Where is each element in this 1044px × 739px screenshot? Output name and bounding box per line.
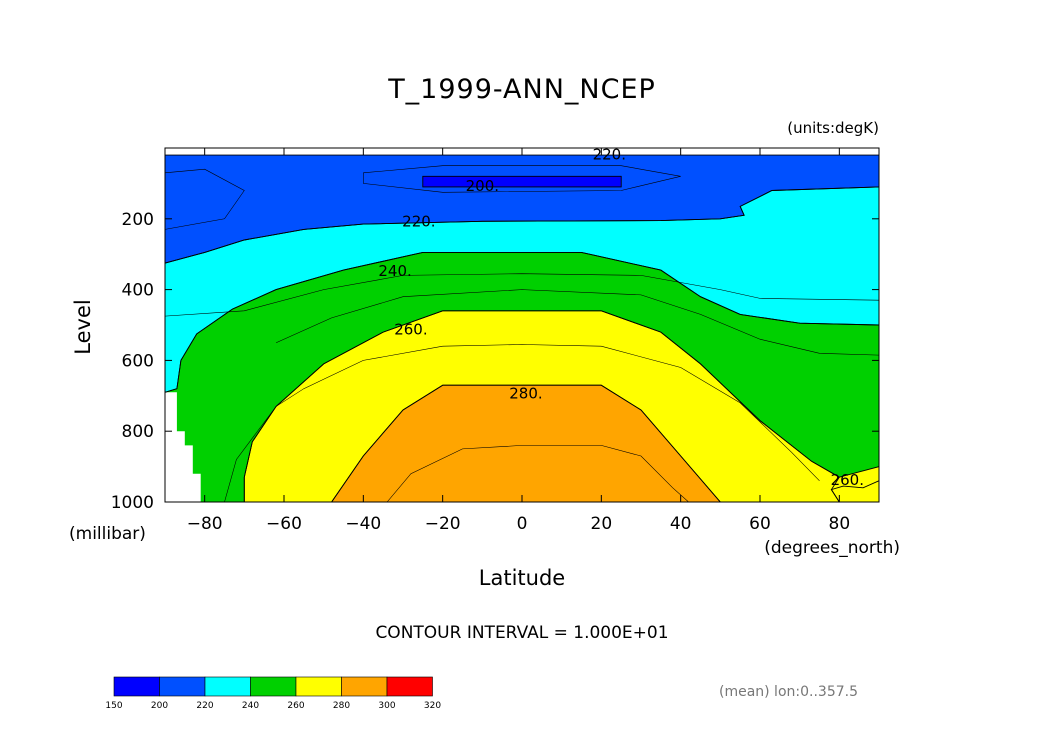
x-tick-label: 0 bbox=[517, 514, 528, 534]
y-tick-label: 400 bbox=[122, 281, 154, 301]
filled-contours bbox=[165, 155, 879, 502]
thin-contour-0 bbox=[165, 168, 245, 230]
contour-label-5: 280. bbox=[509, 384, 542, 402]
y-axis: 200 400 600 800 1000 bbox=[111, 210, 879, 513]
chart-title: T_1999-ANN_NCEP bbox=[387, 74, 656, 105]
colorbar-tick-label: 320 bbox=[424, 701, 441, 711]
x-tick-label: −60 bbox=[266, 514, 302, 534]
contour-band-240-260 bbox=[165, 252, 879, 502]
colorbar-tick-label: 200 bbox=[151, 701, 168, 711]
colorbar: 150 200 220 240 260 280 300 320 bbox=[105, 676, 441, 711]
contour-labels: 220.200.220.240.260.280.260. bbox=[378, 145, 864, 489]
contour-line-280 bbox=[331, 384, 721, 502]
contour-band-210-220 bbox=[165, 155, 879, 264]
thin-contour-5 bbox=[386, 445, 689, 502]
y-units-label: (millibar) bbox=[69, 524, 146, 544]
colorbar-tick-label: 220 bbox=[196, 701, 213, 711]
x-tick-label: −80 bbox=[187, 514, 223, 534]
colorbar-swatch bbox=[386, 676, 433, 697]
thin-contour-1 bbox=[363, 165, 681, 193]
contour-label-1: 200. bbox=[466, 177, 499, 195]
x-tick-label: 60 bbox=[749, 514, 771, 534]
y-tick-label: 200 bbox=[122, 210, 154, 230]
contour-interval-label: CONTOUR INTERVAL = 1.000E+01 bbox=[375, 623, 668, 643]
contour-band-200-210 bbox=[422, 176, 622, 187]
contour-band-280-300 bbox=[331, 385, 721, 502]
colorbar-swatch bbox=[204, 676, 251, 697]
x-tick-label: 80 bbox=[829, 514, 851, 534]
colorbar-swatch bbox=[341, 676, 388, 697]
units-label: (units:degK) bbox=[787, 119, 879, 137]
contour-label-3: 240. bbox=[378, 262, 411, 280]
x-tick-label: −20 bbox=[425, 514, 461, 534]
contour-band-260-280 bbox=[244, 310, 879, 502]
colorbar-tick-label: 280 bbox=[333, 701, 350, 711]
y-tick-label: 800 bbox=[122, 422, 154, 442]
contour-label-4: 260. bbox=[394, 321, 427, 339]
contour-band-220-240 bbox=[165, 186, 879, 393]
colorbar-swatch bbox=[159, 676, 206, 697]
x-tick-label: −40 bbox=[345, 514, 381, 534]
contour-line-200 bbox=[422, 175, 622, 188]
colorbar-tick-label: 300 bbox=[378, 701, 395, 711]
colorbar-tick-label: 260 bbox=[287, 701, 304, 711]
contour-lines bbox=[165, 154, 879, 502]
footnote: (mean) lon:0..357.5 bbox=[719, 684, 858, 700]
thin-contour-3 bbox=[275, 289, 879, 356]
colorbar-tick-label: 150 bbox=[105, 701, 122, 711]
thin-contour-2 bbox=[165, 273, 879, 317]
missing-data bbox=[165, 392, 201, 502]
x-tick-label: 20 bbox=[591, 514, 613, 534]
y-tick-label: 600 bbox=[122, 351, 154, 371]
thin-contour-4 bbox=[224, 344, 820, 502]
colorbar-swatch bbox=[250, 676, 297, 697]
x-units-label: (degrees_north) bbox=[764, 538, 900, 558]
contour-label-2: 220. bbox=[402, 213, 435, 231]
colorbar-swatch bbox=[113, 676, 160, 697]
contour-label-6: 260. bbox=[831, 471, 864, 489]
y-tick-label: 1000 bbox=[111, 493, 154, 513]
x-axis-title: Latitude bbox=[479, 566, 565, 590]
y-axis-title: Level bbox=[71, 299, 95, 354]
colorbar-tick-label: 240 bbox=[242, 701, 259, 711]
x-tick-label: 40 bbox=[670, 514, 692, 534]
colorbar-swatch bbox=[295, 676, 342, 697]
x-axis: −80 −60 −40 −20 0 20 40 60 80 bbox=[187, 148, 850, 534]
